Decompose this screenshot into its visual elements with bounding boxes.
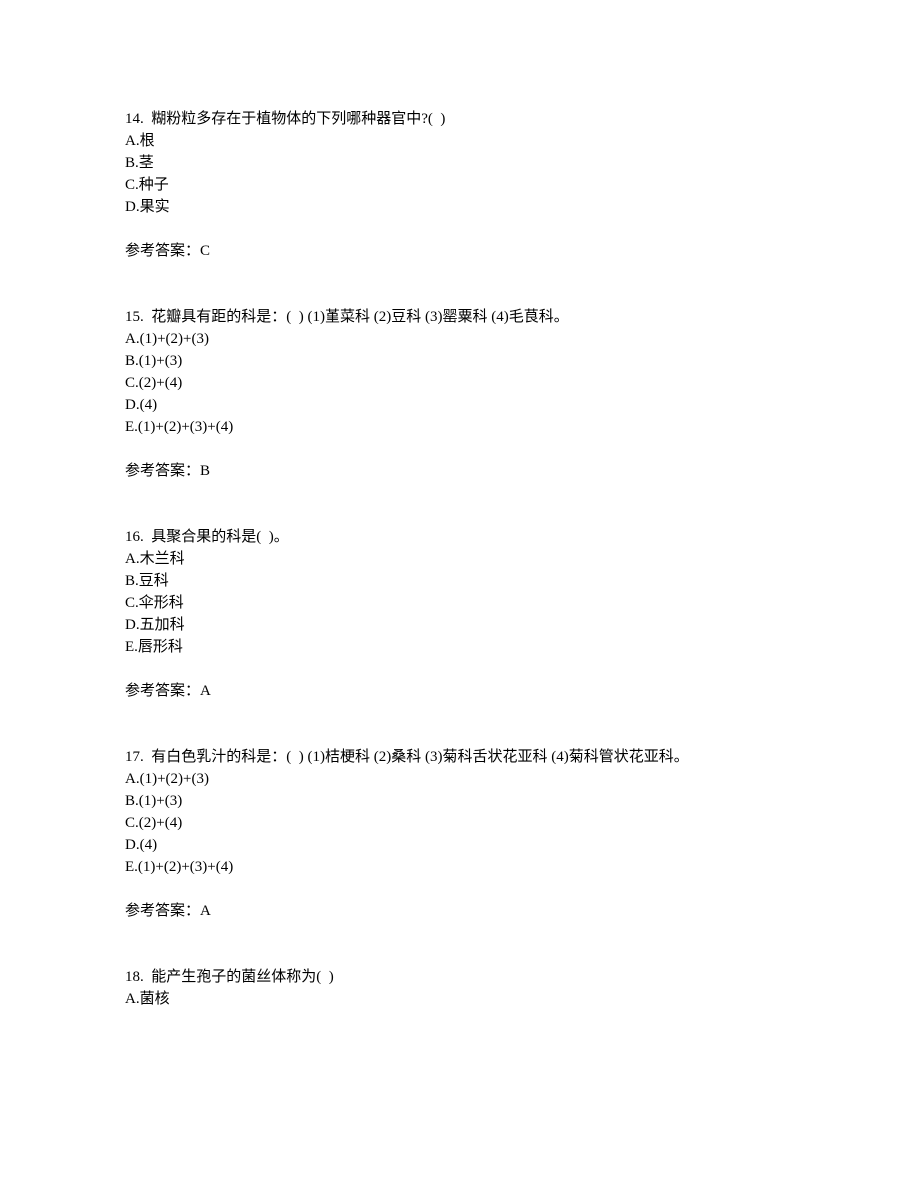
option-b: B.豆科 [125,570,795,592]
answer-text: 参考答案：A [125,900,795,922]
option-a: A.(1)+(2)+(3) [125,328,795,350]
question-number: 14. [125,111,144,127]
option-e: E.(1)+(2)+(3)+(4) [125,856,795,878]
question-text: 15. 花瓣具有距的科是：( ) (1)堇菜科 (2)豆科 (3)罂粟科 (4)… [125,306,795,328]
option-c: C.(2)+(4) [125,372,795,394]
question-16: 16. 具聚合果的科是( )。 A.木兰科 B.豆科 C.伞形科 D.五加科 E… [125,526,795,702]
option-d: D.(4) [125,834,795,856]
option-d: D.果实 [125,196,795,218]
option-c: C.伞形科 [125,592,795,614]
question-stem: 糊粉粒多存在于植物体的下列哪种器官中?( ) [144,111,446,127]
option-a: A.菌核 [125,988,795,1010]
option-e: E.(1)+(2)+(3)+(4) [125,416,795,438]
question-text: 17. 有白色乳汁的科是：( ) (1)桔梗科 (2)桑科 (3)菊科舌状花亚科… [125,746,795,768]
option-d: D.五加科 [125,614,795,636]
option-b: B.茎 [125,152,795,174]
option-b: B.(1)+(3) [125,350,795,372]
question-number: 16. [125,529,144,545]
option-a: A.根 [125,130,795,152]
question-number: 17. [125,749,144,765]
question-stem: 具聚合果的科是( )。 [144,529,289,545]
question-number: 18. [125,969,144,985]
question-14: 14. 糊粉粒多存在于植物体的下列哪种器官中?( ) A.根 B.茎 C.种子 … [125,108,795,262]
option-a: A.(1)+(2)+(3) [125,768,795,790]
question-text: 16. 具聚合果的科是( )。 [125,526,795,548]
question-stem: 花瓣具有距的科是：( ) (1)堇菜科 (2)豆科 (3)罂粟科 (4)毛茛科。 [144,309,569,325]
answer-text: 参考答案：C [125,240,795,262]
answer-text: 参考答案：A [125,680,795,702]
question-number: 15. [125,309,144,325]
question-15: 15. 花瓣具有距的科是：( ) (1)堇菜科 (2)豆科 (3)罂粟科 (4)… [125,306,795,482]
option-e: E.唇形科 [125,636,795,658]
option-b: B.(1)+(3) [125,790,795,812]
question-stem: 有白色乳汁的科是：( ) (1)桔梗科 (2)桑科 (3)菊科舌状花亚科 (4)… [144,749,689,765]
option-d: D.(4) [125,394,795,416]
answer-text: 参考答案：B [125,460,795,482]
option-c: C.(2)+(4) [125,812,795,834]
question-text: 14. 糊粉粒多存在于植物体的下列哪种器官中?( ) [125,108,795,130]
question-stem: 能产生孢子的菌丝体称为( ) [144,969,334,985]
question-text: 18. 能产生孢子的菌丝体称为( ) [125,966,795,988]
question-18: 18. 能产生孢子的菌丝体称为( ) A.菌核 [125,966,795,1010]
option-a: A.木兰科 [125,548,795,570]
question-17: 17. 有白色乳汁的科是：( ) (1)桔梗科 (2)桑科 (3)菊科舌状花亚科… [125,746,795,922]
option-c: C.种子 [125,174,795,196]
